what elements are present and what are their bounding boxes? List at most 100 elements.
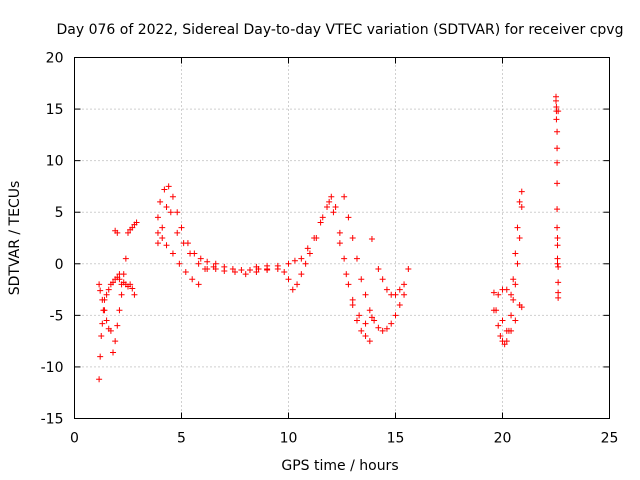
chart-title: Day 076 of 2022, Sidereal Day-to-day VTE…: [57, 22, 624, 38]
data-point: [212, 260, 219, 267]
data-point: [328, 193, 335, 200]
y-axis-title: SDTVAR / TECUs: [7, 181, 23, 296]
data-point: [229, 265, 236, 272]
y-tick-label: -5: [50, 308, 64, 324]
data-point: [368, 236, 375, 243]
data-point: [274, 262, 281, 269]
data-point: [332, 204, 339, 211]
data-point: [503, 286, 510, 293]
data-point: [99, 296, 106, 303]
series-sat-j: [281, 198, 375, 327]
data-point: [366, 307, 373, 314]
data-point: [512, 281, 519, 288]
data-point: [392, 291, 399, 298]
x-tick-label: 5: [177, 431, 186, 447]
grid-lines: [74, 57, 610, 419]
data-point: [375, 324, 382, 331]
data-point: [368, 314, 375, 321]
data-point: [555, 108, 562, 115]
data-point: [157, 198, 164, 205]
data-point: [101, 307, 108, 314]
data-point: [349, 296, 356, 303]
data-point: [388, 320, 395, 327]
data-point: [497, 332, 504, 339]
y-tick-label: 15: [46, 102, 64, 118]
data-point: [353, 255, 360, 262]
data-point: [336, 229, 343, 236]
data-point: [349, 302, 356, 309]
data-point: [516, 235, 523, 241]
data-point: [554, 206, 561, 213]
data-point: [396, 302, 403, 309]
data-point: [238, 266, 245, 273]
data-point: [285, 276, 292, 283]
data-point: [555, 294, 562, 301]
data-point: [195, 260, 202, 267]
data-point: [345, 214, 352, 221]
data-point: [169, 250, 176, 257]
data-point: [294, 281, 301, 288]
data-point: [405, 265, 412, 272]
y-tick-label: -15: [41, 412, 64, 428]
data-point: [554, 260, 561, 267]
data-point: [313, 235, 320, 241]
data-point: [97, 287, 104, 294]
plot-frame: [74, 57, 610, 419]
y-tick-labels: -15 -10 -5 0 5 10 15 20: [41, 51, 64, 428]
x-tick-label: 25: [601, 431, 619, 447]
series-sat-e: [125, 219, 140, 236]
series-sat-p: [553, 93, 562, 301]
data-point: [246, 266, 253, 273]
data-point: [345, 281, 352, 288]
data-point: [319, 214, 326, 221]
data-point: [98, 332, 105, 339]
data-point: [133, 219, 140, 226]
data-point: [169, 193, 176, 200]
data-point: [182, 269, 189, 276]
data-point: [555, 289, 562, 296]
data-point: [116, 271, 123, 278]
data-point: [202, 265, 209, 272]
series-sat-d: [112, 227, 138, 298]
data-point: [495, 291, 502, 298]
data-point: [306, 250, 313, 257]
data-points: [96, 93, 562, 383]
data-point: [516, 198, 523, 205]
series-sat-h: [154, 229, 217, 288]
data-point: [163, 204, 170, 211]
data-point: [336, 240, 343, 247]
data-point: [358, 276, 365, 283]
data-point: [291, 257, 298, 264]
data-point: [103, 291, 110, 298]
data-point: [514, 224, 521, 231]
data-point: [508, 312, 515, 319]
data-point: [503, 338, 510, 345]
y-tick-label: -10: [41, 360, 64, 376]
data-point: [341, 255, 348, 262]
data-point: [349, 235, 356, 241]
x-tick-label: 10: [280, 431, 298, 447]
data-point: [99, 320, 106, 327]
data-point: [167, 209, 174, 216]
data-point: [174, 229, 181, 236]
data-point: [232, 269, 238, 276]
data-point: [554, 235, 561, 241]
data-point: [114, 322, 121, 329]
data-point: [298, 271, 305, 278]
y-tick-label: 10: [46, 154, 64, 170]
data-point: [118, 291, 125, 298]
data-point: [554, 255, 561, 262]
y-tick-label: 0: [55, 257, 64, 273]
data-point: [490, 289, 497, 296]
data-point: [154, 240, 161, 247]
data-point: [253, 269, 260, 276]
data-point: [343, 271, 350, 278]
data-point: [116, 307, 123, 314]
series-sat-o: [499, 302, 525, 334]
data-point: [112, 338, 119, 345]
data-point: [176, 260, 183, 267]
data-point: [189, 276, 196, 283]
series-sat-k: [341, 193, 408, 334]
data-point: [180, 240, 187, 247]
data-point: [281, 269, 288, 276]
